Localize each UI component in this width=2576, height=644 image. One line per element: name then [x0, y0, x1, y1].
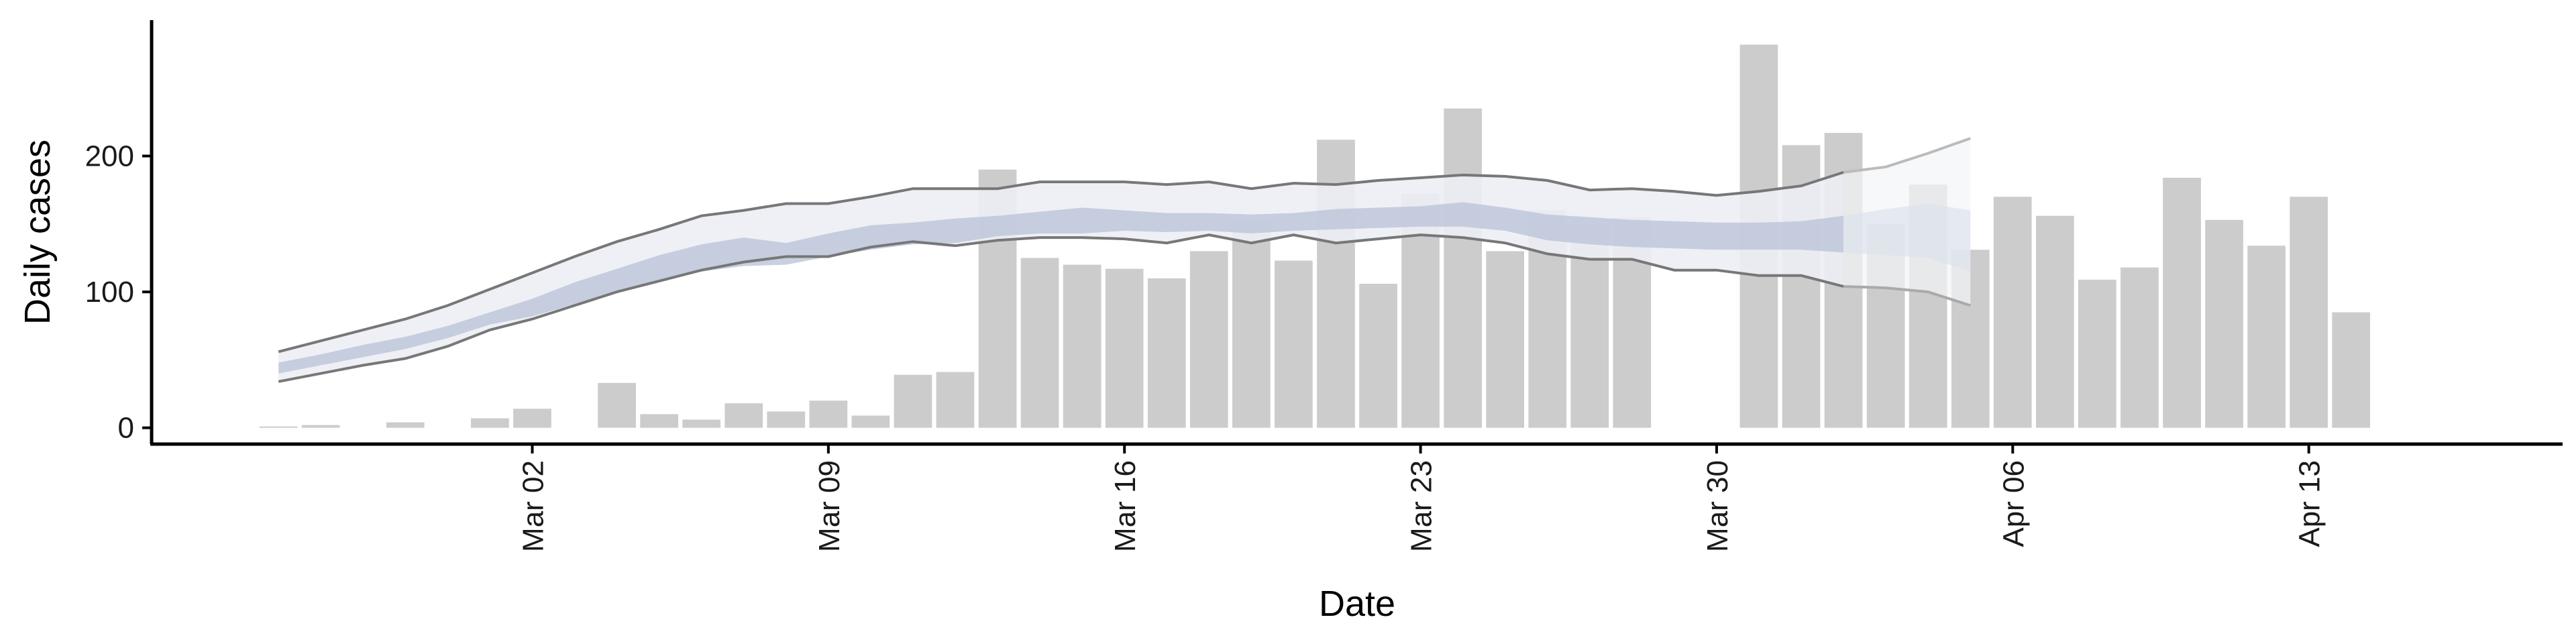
x-tick-label-0: Mar 02	[517, 460, 550, 552]
forecast-ci50-band	[1843, 203, 1971, 272]
x-axis-title: Date	[1319, 584, 1395, 624]
bar-2020-03-07	[724, 403, 763, 428]
x-tick-label-2: Mar 16	[1109, 460, 1142, 552]
bar-2020-04-11	[2205, 219, 2243, 428]
bar-2020-03-09	[809, 400, 848, 428]
bar-2020-03-19	[1232, 219, 1271, 428]
bar-2020-03-06	[682, 419, 720, 428]
y-tick-label-200: 200	[85, 140, 134, 173]
lower-bound-line	[278, 233, 1844, 383]
axes-layer	[150, 20, 2563, 446]
bar-2020-03-17	[1147, 278, 1186, 428]
bar-2020-02-26	[301, 425, 340, 428]
x-tick-label-1: Mar 09	[813, 460, 846, 552]
y-tick-label-0: 0	[118, 412, 134, 445]
bar-2020-03-02	[513, 409, 551, 428]
y-ticks-layer: 0 100 200	[85, 140, 152, 445]
bar-2020-03-01	[471, 418, 509, 428]
x-tick-label-4: Mar 30	[1701, 460, 1734, 552]
bar-2020-03-12	[936, 372, 975, 428]
bar-2020-03-08	[767, 411, 806, 428]
bar-2020-04-08	[2078, 279, 2116, 428]
bar-2020-02-28	[386, 422, 425, 428]
bars-layer	[259, 44, 2371, 428]
bar-2020-03-04	[598, 382, 636, 428]
bar-2020-04-06	[1993, 197, 2032, 428]
y-tick-label-100: 100	[85, 276, 134, 309]
bar-2020-03-25	[1486, 251, 1524, 428]
bar-2020-03-14	[1020, 258, 1059, 428]
bar-2020-03-22	[1359, 284, 1397, 428]
bar-2020-03-10	[851, 415, 890, 428]
bar-2020-03-15	[1063, 264, 1102, 428]
bar-2020-04-14	[2332, 312, 2371, 428]
bar-2020-03-24	[1444, 108, 1482, 428]
x-tick-label-5: Apr 06	[1997, 460, 2030, 547]
x-ticks-layer: Mar 02 Mar 09 Mar 16 Mar 23 Mar 30 Apr 06 Apr …	[517, 444, 2326, 552]
bar-2020-03-20	[1275, 260, 1313, 428]
bar-2020-04-10	[2163, 178, 2201, 428]
bar-2020-03-11	[894, 374, 932, 428]
y-axis-title: Daily cases	[17, 140, 58, 325]
estimate-band-layer	[278, 137, 1971, 383]
bar-2020-03-18	[1189, 251, 1228, 428]
ci50-band	[278, 202, 1844, 374]
bar-2020-04-07	[2036, 215, 2074, 428]
x-tick-label-3: Mar 23	[1405, 460, 1438, 552]
forecast-lower-bound-line	[1843, 285, 1971, 307]
x-tick-label-6: Apr 13	[2294, 460, 2326, 547]
bar-2020-04-09	[2121, 267, 2159, 428]
upper-bound-line	[278, 170, 1844, 354]
bar-2020-03-05	[640, 414, 678, 428]
bar-2020-04-12	[2247, 246, 2286, 428]
bar-2020-04-13	[2290, 197, 2328, 428]
ci90-band	[278, 172, 1844, 382]
forecast-upper-bound-line	[1843, 137, 1971, 174]
bar-2020-03-16	[1105, 268, 1144, 428]
bar-2020-02-25	[259, 426, 298, 428]
